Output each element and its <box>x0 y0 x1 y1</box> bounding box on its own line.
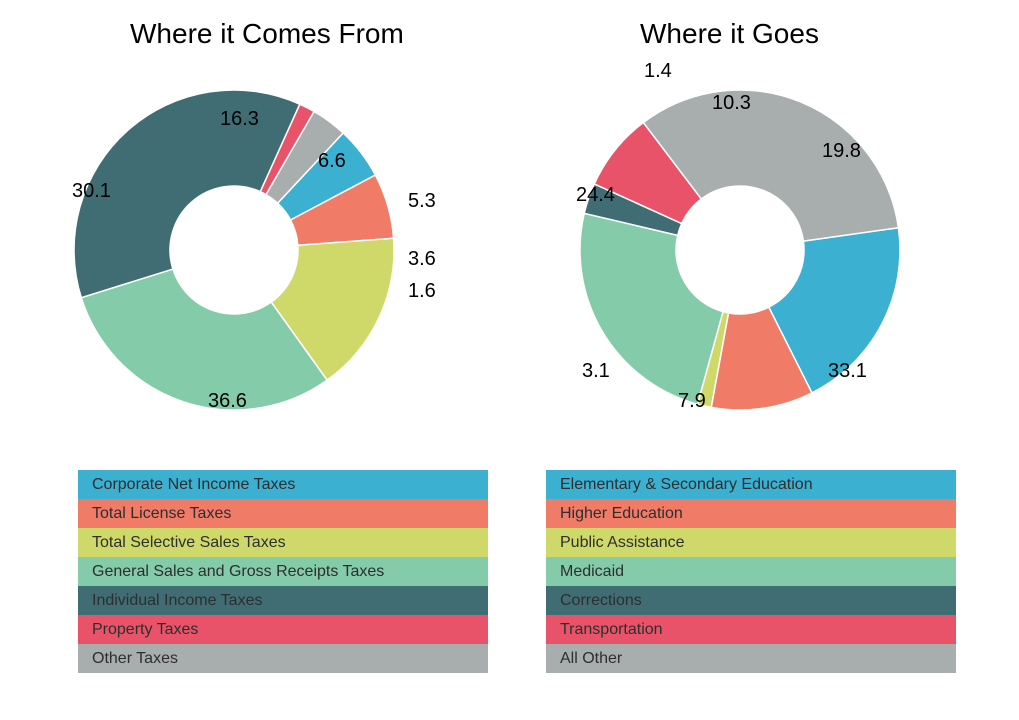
legend-row: Other Taxes <box>78 644 488 673</box>
slice-value-label: 19.8 <box>822 140 861 163</box>
legend-row: Corporate Net Income Taxes <box>78 470 488 499</box>
legend-row: Transportation <box>546 615 956 644</box>
slice-value-label: 1.4 <box>644 60 672 83</box>
slice-value-label: 5.3 <box>408 190 436 213</box>
legend-row: General Sales and Gross Receipts Taxes <box>78 557 488 586</box>
slice-value-label: 24.4 <box>576 184 615 207</box>
legend-row: Individual Income Taxes <box>78 586 488 615</box>
legend-row: Total Selective Sales Taxes <box>78 528 488 557</box>
slice-value-label: 30.1 <box>72 180 111 203</box>
slice-value-label: 3.1 <box>582 360 610 383</box>
slice-value-label: 7.9 <box>678 390 706 413</box>
slice-value-label: 10.3 <box>712 92 751 115</box>
legend-row: Medicaid <box>546 557 956 586</box>
legend-row: Total License Taxes <box>78 499 488 528</box>
legend-row: Public Assistance <box>546 528 956 557</box>
legend-row: Property Taxes <box>78 615 488 644</box>
slice-value-label: 16.3 <box>220 108 259 131</box>
slice-value-label: 6.6 <box>318 150 346 173</box>
left-legend: Corporate Net Income TaxesTotal License … <box>78 470 488 673</box>
legend-row: Higher Education <box>546 499 956 528</box>
legend-row: All Other <box>546 644 956 673</box>
slice-value-label: 36.6 <box>208 390 247 413</box>
slice-value-label: 3.6 <box>408 248 436 271</box>
legend-row: Corrections <box>546 586 956 615</box>
slice-value-label: 33.1 <box>828 360 867 383</box>
right-legend: Elementary & Secondary EducationHigher E… <box>546 470 956 673</box>
legend-row: Elementary & Secondary Education <box>546 470 956 499</box>
slice-value-label: 1.6 <box>408 280 436 303</box>
